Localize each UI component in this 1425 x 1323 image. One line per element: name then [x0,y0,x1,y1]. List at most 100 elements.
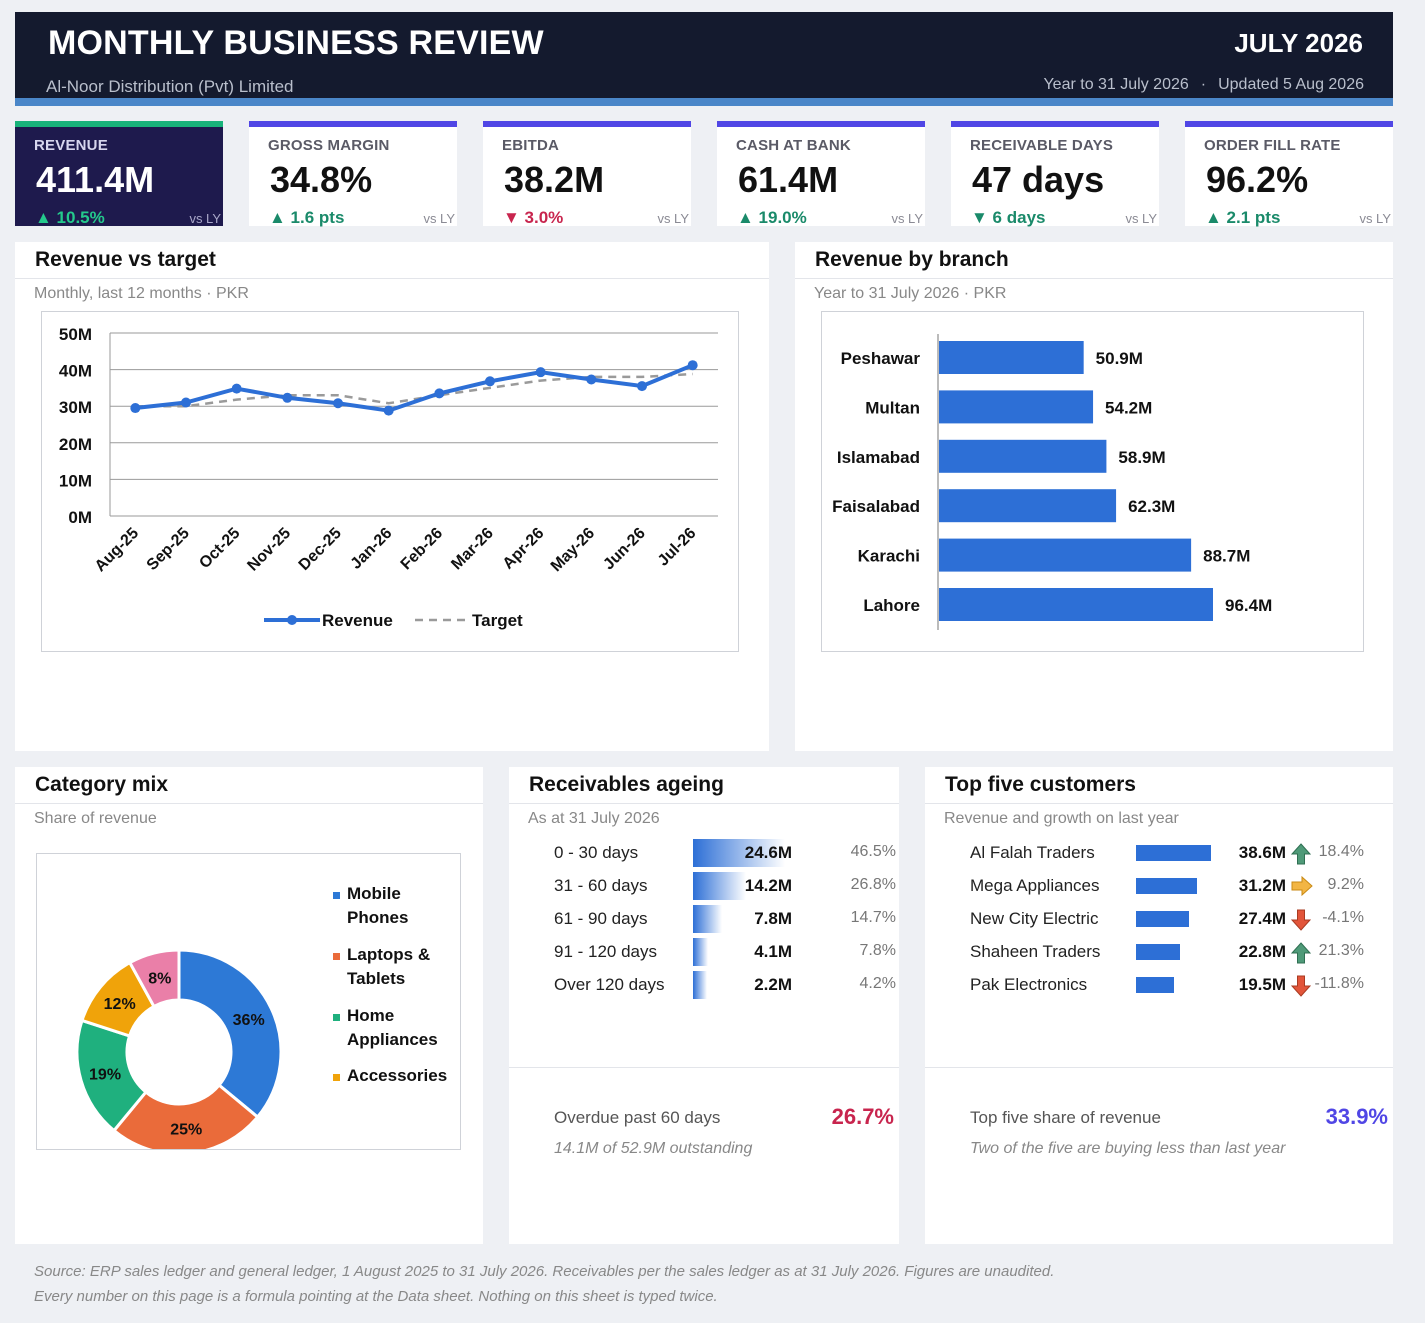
kpi-card-gross-margin: GROSS MARGIN 34.8% ▲ 1.6 pts vs LY [249,121,457,227]
ageing-bucket-label: 61 - 90 days [554,909,648,928]
ageing-share: 46.5% [850,843,896,860]
bar-chart-frame: Peshawar 50.9M Multan 54.2M Islamabad 58.9M Fa… [821,311,1364,652]
customer-growth: -4.1% [1322,909,1364,926]
ageing-bar [693,938,709,966]
kpi-delta: ▼ 3.0% [503,208,564,227]
x-tick-label: Dec-25 [296,525,345,574]
panel-divider [509,803,899,804]
panel-title: Category mix [35,773,169,796]
donut-slice-label: 8% [148,970,171,987]
kpi-delta: ▼ 6 days [971,208,1046,227]
kpi-card-order-fill-rate: ORDER FILL RATE 96.2% ▲ 2.1 pts vs LY [1185,121,1393,227]
kpi-value: 38.2M [504,159,605,200]
panel-subtitle: Year to 31 July 2026 · PKR [814,285,1007,302]
kpi-compare: vs LY [189,211,221,226]
top-five-share-note: Two of the five are buying less than las… [970,1140,1286,1157]
customer-growth: -11.8% [1314,975,1364,992]
ageing-bar [693,839,785,867]
x-tick-label: Feb-26 [398,525,447,574]
y-tick-label: 50M [59,325,92,344]
receivables-row: 0 - 30 days 24.6M 46.5% [509,836,899,869]
ytd-label: Year to 31 July 2026 [1043,76,1189,93]
customer-revenue: 22.8M [1238,942,1286,961]
ageing-share: 14.7% [850,909,896,926]
kpi-compare: vs LY [1125,211,1157,226]
y-tick-label: 30M [59,398,92,417]
overdue-value: 26.7% [831,1104,894,1129]
x-tick-label: Jun-26 [600,525,649,574]
overdue-label: Overdue past 60 days [554,1108,721,1127]
kpi-delta: ▲ 19.0% [737,208,807,227]
revenue-vs-target-panel: Revenue vs target Monthly, last 12 month… [15,242,769,751]
branch-value-label: 88.7M [1203,547,1250,566]
ageing-bar [693,872,747,900]
ageing-amount: 4.1M [754,942,792,961]
x-tick-label: Jan-26 [348,525,396,573]
source-note-line1: Source: ERP sales ledger and general led… [34,1263,1055,1280]
source-note-line2: Every number on this page is a formula p… [34,1288,718,1305]
target-series-line [135,372,693,408]
arrow-right-icon [1291,875,1313,898]
kpi-compare: vs LY [657,211,689,226]
panel-title: Receivables ageing [529,773,724,796]
revenue-point [434,388,445,399]
panel-title: Revenue vs target [35,248,216,271]
revenue-point [687,360,698,371]
receivables-row: 31 - 60 days 14.2M 26.8% [509,869,899,902]
panel-divider [15,803,483,804]
branch-bar [939,489,1117,523]
report-header: MONTHLY BUSINESS REVIEW Al-Noor Distribu… [15,12,1393,106]
x-tick-label: Jul-26 [655,525,700,570]
kpi-label: RECEIVABLE DAYS [970,137,1114,154]
customer-growth: 9.2% [1327,876,1364,893]
ageing-share: 7.8% [859,942,896,959]
receivables-row: 91 - 120 days 4.1M 7.8% [509,935,899,968]
customer-name: Al Falah Traders [970,843,1095,862]
donut-slice-label: 19% [89,1066,121,1083]
x-tick-label: Oct-25 [196,525,243,572]
branch-bar [939,588,1213,621]
revenue-point [383,405,394,416]
customer-name: Mega Appliances [970,876,1100,895]
top-five-share-label: Top five share of revenue [970,1108,1161,1127]
kpi-card-revenue: REVENUE 411.4M ▲ 10.5% vs LY [15,121,223,227]
panel-title: Revenue by branch [815,248,1009,271]
branch-value-label: 58.9M [1118,448,1165,467]
kpi-delta: ▲ 2.1 pts [1205,208,1281,227]
revenue-line-chart: 0M 10M 20M 30M 40M 50M Aug-25 Sep-25 Oct-25 Nov-2… [59,325,718,630]
revenue-point [586,374,597,385]
legend-label: Home Appliances [347,1006,438,1049]
ageing-bucket-label: Over 120 days [554,975,665,994]
customer-bar [1136,911,1190,927]
customer-row: Pak Electronics 19.5M -11.8% [925,968,1393,1001]
ageing-share: 4.2% [859,975,896,992]
x-tick-label: Mar-26 [448,525,497,574]
customer-revenue: 27.4M [1238,909,1286,928]
branch-value-label: 54.2M [1105,398,1152,417]
kpi-value: 61.4M [738,159,839,200]
x-tick-label: May-26 [548,525,598,575]
legend-revenue-label: Revenue [322,611,393,630]
donut-slice-label: 25% [170,1122,202,1139]
revenue-series-line [135,363,694,413]
branch-value-label: 50.9M [1096,349,1143,368]
kpi-label: EBITDA [502,137,560,154]
kpi-label: REVENUE [34,137,108,154]
revenue-point [637,381,647,392]
revenue-point [181,397,191,408]
overdue-note: 14.1M of 52.9M outstanding [554,1140,753,1157]
branch-bar-chart: Peshawar 50.9M Multan 54.2M Islamabad 58.9M Fa… [832,334,1272,630]
revenue-point [333,398,343,409]
x-tick-label: Apr-26 [500,525,548,573]
x-tick-label: Nov-25 [244,525,294,575]
legend-label: Accessories [347,1066,447,1085]
updated-label: Updated 5 Aug 2026 [1218,76,1364,93]
donut-slice-label: 36% [233,1012,265,1029]
legend-label: Mobile Phones [347,884,408,927]
category-mix-panel: Category mix Share of revenue 36% 25% 19% 1… [15,767,483,1244]
ageing-amount: 24.6M [744,843,792,862]
receivables-ageing-panel: Receivables ageing As at 31 July 2026 0 … [509,767,899,1244]
ageing-bucket-label: 31 - 60 days [554,876,648,895]
panel-divider [925,803,1393,804]
customer-name: Pak Electronics [970,975,1088,994]
